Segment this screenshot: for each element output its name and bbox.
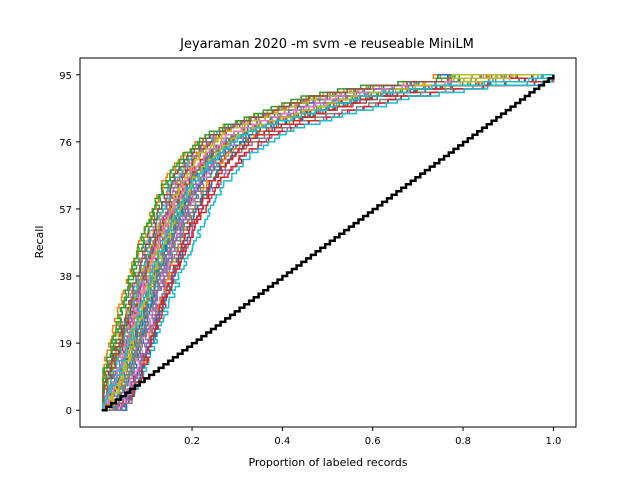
- recall-curve-series: [101, 74, 554, 411]
- chart-title: Jeyaraman 2020 -m svm -e reuseable MiniL…: [179, 37, 474, 52]
- plot-area-frame: [79, 57, 577, 428]
- random-baseline-layer: [101, 74, 555, 412]
- x-tick-label: 1.0: [545, 436, 561, 447]
- x-tick-label: 0.4: [274, 436, 290, 447]
- y-axis-label: Recall: [33, 226, 46, 259]
- recall-curve-series: [101, 74, 554, 411]
- y-tick-label: 95: [59, 71, 72, 82]
- x-axis-label: Proportion of labeled records: [248, 456, 407, 469]
- x-tick-label: 0.6: [365, 436, 381, 447]
- y-tick-label: 38: [59, 272, 72, 283]
- y-tick-label: 76: [59, 138, 72, 149]
- x-tick-label: 0.8: [455, 436, 471, 447]
- y-tick-label: 19: [59, 339, 72, 350]
- recall-curve-series: [101, 74, 554, 411]
- y-axis-ticks: 0 19 38 57 76 95: [59, 71, 80, 417]
- recall-curve-series: [101, 74, 554, 411]
- recall-curve-series: [101, 74, 554, 411]
- recall-curve-series: [101, 74, 554, 411]
- x-tick-label: 0.2: [184, 436, 200, 447]
- recall-curve-series: [101, 74, 554, 411]
- random-baseline-line: [101, 74, 555, 412]
- recall-curve-series: [101, 74, 554, 411]
- y-tick-label: 0: [66, 406, 72, 417]
- y-tick-label: 57: [59, 205, 72, 216]
- x-axis-ticks: 0.2 0.4 0.6 0.8 1.0: [184, 427, 561, 447]
- recall-curve-series: [101, 74, 554, 411]
- series-layer: [101, 74, 555, 411]
